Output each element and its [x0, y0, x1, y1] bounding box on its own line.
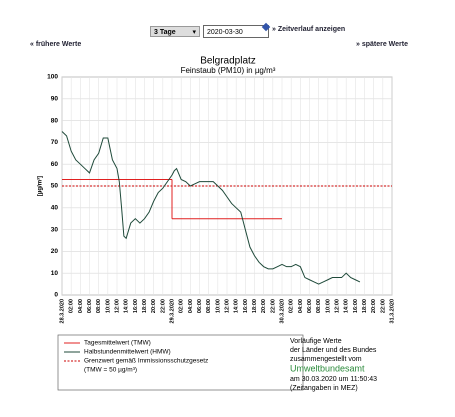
series-line [61, 131, 361, 285]
x-tick-label: 16:00 [133, 299, 139, 313]
footer-timestamp: am 30.03.2020 um 11:50:43 [290, 376, 377, 383]
x-tick-label: 29.3.2020 [169, 299, 175, 323]
y-tick-label: 100 [47, 74, 58, 81]
y-tick-label: 70 [51, 139, 59, 146]
x-tick-label: 06:00 [307, 299, 313, 313]
x-tick-label: 22:00 [380, 299, 386, 313]
legend-label: Grenzwert gemäß Immissionsschutzgesetz [84, 358, 208, 365]
x-tick-label: 20:00 [261, 299, 267, 313]
legend-label: Halbstundenmittelwert (HMW) [84, 349, 171, 356]
x-tick-label: 02:00 [69, 299, 75, 313]
x-tick-label: 10:00 [215, 299, 221, 313]
x-tick-label: 14:00 [344, 299, 350, 313]
x-tick-label: 18:00 [252, 299, 258, 313]
y-tick-label: 10 [51, 270, 59, 277]
footer-line: Vorläufige Werte [290, 338, 342, 345]
y-tick-label: 80 [51, 117, 59, 124]
y-axis-label: [µg/m³] [37, 176, 44, 196]
x-tick-label: 08:00 [206, 299, 212, 313]
x-tick-label: 02:00 [179, 299, 185, 313]
period-text: 3 Tage [154, 29, 176, 36]
x-tick-label: 06:00 [87, 299, 93, 313]
plot-area [61, 76, 393, 296]
x-tick-label: 10:00 [325, 299, 331, 313]
x-tick-label: 04:00 [188, 299, 194, 313]
x-tick-label: 02:00 [289, 299, 295, 313]
y-tick-label: 90 [51, 96, 59, 103]
x-tick-label: 14:00 [234, 299, 240, 313]
x-tick-label: 31.3.2020 [389, 299, 395, 323]
x-tick-label: 18:00 [362, 299, 368, 313]
x-tick-label: 20:00 [151, 299, 157, 313]
y-tick-label: 40 [51, 205, 59, 212]
earlier-link[interactable]: « frühere Werte [30, 41, 82, 48]
x-tick-label: 28.3.2020 [59, 299, 65, 323]
y-tick-label: 30 [51, 226, 59, 233]
x-tick-label: 14:00 [124, 299, 130, 313]
footer-note: (Zeitangaben in MEZ) [290, 385, 358, 392]
y-tick-label: 60 [51, 161, 59, 168]
x-tick-label: 20:00 [371, 299, 377, 313]
x-tick-label: 30.3.2020 [279, 299, 285, 323]
x-tick-label: 04:00 [298, 299, 304, 313]
x-tick-label: 16:00 [353, 299, 359, 313]
y-tick-label: 20 [51, 248, 59, 255]
x-tick-label: 16:00 [243, 299, 249, 313]
period-select[interactable]: 3 Tage ▾ [150, 26, 200, 37]
date-input[interactable]: 2020-03-30 [203, 25, 269, 38]
x-tick-label: 06:00 [197, 299, 203, 313]
x-tick-label: 08:00 [96, 299, 102, 313]
y-tick-label: 0 [54, 292, 58, 299]
x-tick-label: 10:00 [105, 299, 111, 313]
dropdown-arrow: ▾ [192, 29, 196, 36]
legend-label: (TMW = 50 µg/m³) [84, 367, 137, 374]
y-tick-label: 50 [51, 183, 59, 190]
x-tick-label: 12:00 [224, 299, 230, 313]
footer-agency: Umweltbundesamt [290, 363, 365, 373]
legend-label: Tagesmittelwert (TMW) [84, 340, 151, 347]
x-tick-label: 12:00 [334, 299, 340, 313]
chart-subtitle: Feinstaub (PM10) in µg/m³ [181, 66, 276, 75]
x-tick-label: 22:00 [160, 299, 166, 313]
footer-line: der Länder und des Bundes [290, 347, 377, 354]
chart-title: Belgradplatz [200, 56, 256, 67]
legend-box [57, 334, 304, 391]
later-link[interactable]: » spätere Werte [355, 41, 408, 48]
show-link[interactable]: » Zeitverlauf anzeigen [272, 26, 346, 33]
date-text: 2020-03-30 [207, 29, 243, 36]
x-tick-label: 08:00 [316, 299, 322, 313]
footer-line: zusammengestellt vom [290, 356, 362, 363]
x-tick-label: 22:00 [270, 299, 276, 313]
x-tick-label: 04:00 [78, 299, 84, 313]
x-tick-label: 12:00 [114, 299, 120, 313]
x-tick-label: 18:00 [142, 299, 148, 313]
